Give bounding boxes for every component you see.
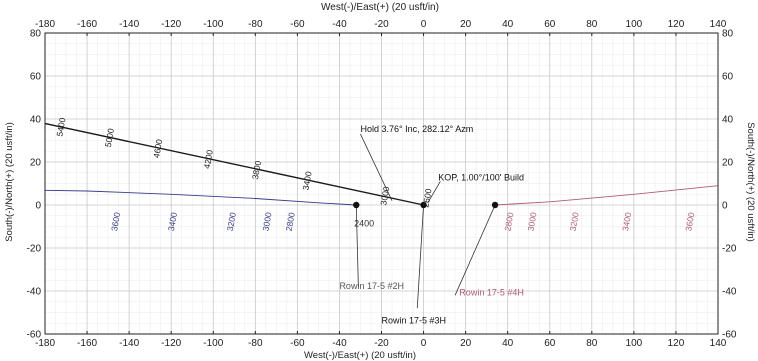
depth-label: 2800 — [502, 211, 515, 232]
well-marker — [420, 201, 427, 209]
x-tick-label-bottom: -60 — [290, 338, 305, 349]
x-tick-label-top: -60 — [290, 19, 305, 30]
depth-label: 3400 — [166, 211, 179, 232]
axes: -180 -180 -160 -160 -140 -140 -120 -120 -100 -100… — [27, 19, 737, 349]
y-tick-label-left: 20 — [30, 158, 42, 169]
x-tick-label-bottom: 0 — [421, 338, 427, 349]
depth-label: 3000 — [260, 211, 273, 232]
y-tick-label-right: -20 — [722, 244, 737, 255]
x-tick-label-top: 60 — [544, 19, 556, 30]
x-tick-label-top: -20 — [374, 19, 389, 30]
annotation-label: Rowin 17-5 #2H — [339, 281, 404, 291]
x-tick-label-bottom: -100 — [203, 338, 223, 349]
annotation-label: Rowin 17-5 #4H — [459, 287, 524, 297]
annotation-leader — [454, 204, 496, 296]
x-tick-label-bottom: -180 — [35, 338, 55, 349]
depth-label: 3400 — [301, 170, 314, 191]
x-tick-label-bottom: 100 — [626, 338, 643, 349]
annotation-label: Hold 3.76° Inc, 282.12° Azm — [360, 124, 473, 134]
x-tick-label-top: 100 — [626, 19, 643, 30]
annotation-leader — [360, 133, 393, 201]
depth-label: 2600 — [420, 188, 433, 209]
x-tick-label-top: 120 — [668, 19, 685, 30]
x-axis-label-top: West(-)/East(+) (20 usft/in) — [321, 2, 439, 13]
annotation-leader — [355, 204, 359, 287]
annotation-leader — [427, 181, 441, 204]
x-tick-label-top: 0 — [421, 19, 427, 30]
markers — [353, 201, 499, 209]
x-tick-label-bottom: 80 — [586, 338, 598, 349]
y-axis-label-right: South(-)/North(+) (20 usft/in) — [745, 122, 756, 242]
y-tick-label-left: -40 — [27, 287, 42, 298]
well-marker — [491, 201, 499, 209]
depth-label: 3000 — [525, 211, 538, 232]
x-tick-label-bottom: 20 — [460, 338, 472, 349]
depth-label: 3000 — [378, 185, 391, 206]
well-marker — [353, 201, 360, 209]
depth-label: 3400 — [620, 211, 633, 232]
well-path-line — [495, 185, 718, 206]
depth-label: 2800 — [284, 211, 297, 232]
x-tick-label-top: -160 — [77, 19, 97, 30]
y-tick-label-right: 40 — [722, 115, 734, 126]
x-tick-label-top: -120 — [161, 19, 181, 30]
annotation-label: KOP, 1.00°/100' Build — [438, 172, 524, 182]
well-path-line — [45, 122, 424, 206]
y-axis-label-left: South(-)/North(+) (20 usft/in) — [4, 122, 15, 242]
x-tick-label-top: 80 — [586, 19, 598, 30]
depth-label: 4600 — [151, 138, 164, 159]
x-tick-label-top: 20 — [460, 19, 472, 30]
y-tick-label-left: 80 — [30, 29, 42, 40]
x-tick-label-bottom: 60 — [544, 338, 556, 349]
depth-label: 3800 — [250, 160, 263, 181]
x-tick-label-bottom: -80 — [248, 338, 263, 349]
labels: 5400 5000 4600 4200 3800 3400 3000 2600 3600 3400… — [54, 117, 696, 326]
x-axis-label-bottom: West(-)/East(+) (20 usft/in) — [304, 350, 416, 361]
y-tick-label-right: 0 — [722, 201, 728, 212]
x-tick-label-bottom: 140 — [710, 338, 727, 349]
x-tick-label-top: -180 — [35, 19, 55, 30]
annotation-label: Rowin 17-5 #3H — [382, 315, 447, 325]
x-tick-label-top: 40 — [502, 19, 514, 30]
x-tick-label-bottom: -40 — [332, 338, 347, 349]
well-paths — [45, 122, 718, 309]
x-tick-label-bottom: -20 — [374, 338, 389, 349]
x-tick-label-bottom: 40 — [502, 338, 514, 349]
y-tick-label-left: 0 — [35, 201, 41, 212]
y-tick-label-right: 80 — [722, 29, 734, 40]
grid — [44, 32, 719, 335]
y-tick-label-right: -40 — [722, 287, 737, 298]
depth-label: 3600 — [683, 211, 696, 232]
y-tick-label-left: -20 — [27, 244, 42, 255]
x-tick-label-bottom: -120 — [161, 338, 181, 349]
x-tick-label-bottom: 120 — [668, 338, 685, 349]
depth-label: 3600 — [109, 211, 122, 232]
y-tick-label-left: -60 — [27, 330, 42, 341]
y-tick-label-left: 60 — [30, 72, 42, 83]
y-tick-label-right: 60 — [722, 72, 734, 83]
x-tick-label-top: -40 — [332, 19, 347, 30]
x-tick-label-top: 140 — [710, 19, 727, 30]
x-tick-label-top: -80 — [248, 19, 263, 30]
y-tick-label-right: -60 — [722, 330, 737, 341]
annotation-leader — [416, 204, 424, 309]
depth-label: 3200 — [225, 211, 238, 232]
x-tick-label-bottom: -140 — [119, 338, 139, 349]
x-tick-label-bottom: -160 — [77, 338, 97, 349]
y-tick-label-left: 40 — [30, 115, 42, 126]
x-tick-label-top: -140 — [119, 19, 139, 30]
depth-label: 3200 — [568, 211, 581, 232]
depth-label: 5400 — [54, 117, 67, 138]
annotation-label: 2400 — [354, 219, 374, 229]
y-tick-label-right: 20 — [722, 158, 734, 169]
depth-label: 5000 — [103, 127, 116, 148]
depth-label: 4200 — [202, 149, 215, 170]
well-path-line — [45, 189, 357, 206]
x-tick-label-top: -100 — [203, 19, 223, 30]
